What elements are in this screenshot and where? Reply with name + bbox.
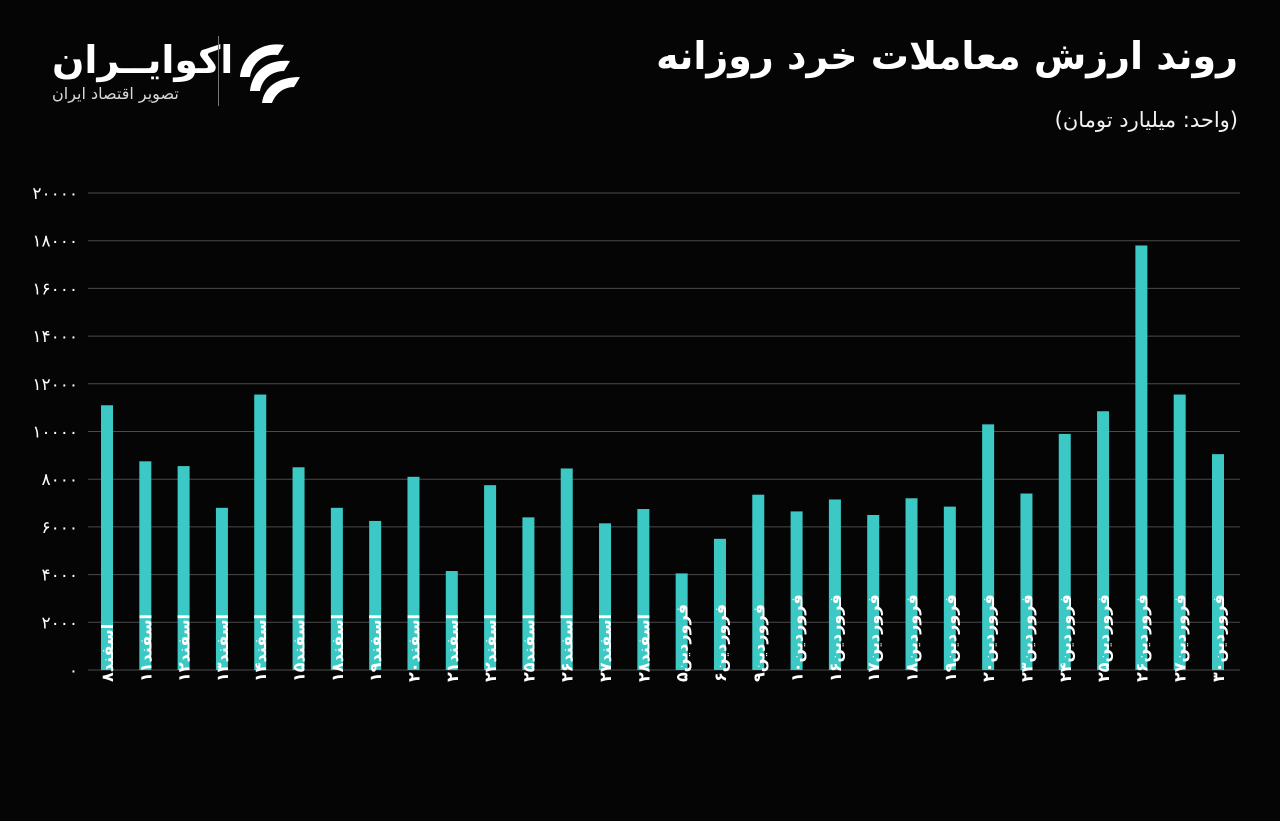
x-tick-label: اسفند۱۳ <box>213 614 232 682</box>
bar <box>254 394 267 670</box>
bar <box>101 405 113 670</box>
bar <box>292 467 305 670</box>
y-tick-label: ۴۰۰۰ <box>41 566 78 586</box>
bar <box>1058 433 1071 670</box>
bar <box>215 507 228 670</box>
y-tick-label: ۶۰۰۰ <box>41 518 78 538</box>
x-tick-label: اسفند۲۰ <box>404 614 423 682</box>
x-tick-label: اسفند۱۴ <box>251 614 270 682</box>
ecoiran-logo-icon <box>240 44 300 103</box>
bar <box>982 424 995 670</box>
x-tick-label: اسفند۸ <box>98 624 117 682</box>
x-tick-label: اسفند۲۷ <box>596 614 615 682</box>
y-tick-label: ۱۶۰۰۰ <box>32 279 78 299</box>
bar <box>407 476 420 670</box>
y-tick-label: ۱۲۰۰۰ <box>32 375 78 395</box>
y-tick-label: ۱۸۰۰۰ <box>32 232 78 252</box>
page-title: روند ارزش معاملات خرد روزانه <box>656 34 1238 78</box>
y-tick-label: ۲۰۰۰ <box>41 613 78 633</box>
bar <box>828 499 841 670</box>
bar <box>713 538 726 670</box>
bar <box>522 517 535 670</box>
brand-divider <box>218 36 219 106</box>
bar <box>867 514 880 670</box>
x-tick-label: فروردین۳۰ <box>1209 594 1228 682</box>
bars <box>101 245 1224 670</box>
x-tick-label: اسفند۱۹ <box>366 614 385 682</box>
x-tick-label: اسفند۱۲ <box>175 614 194 682</box>
bar <box>445 571 458 670</box>
bar <box>1212 454 1224 670</box>
bar <box>484 485 497 670</box>
x-tick-label: فروردین۱۶ <box>826 594 845 682</box>
x-tick-label: فروردین۱۹ <box>941 594 960 682</box>
bar <box>1097 411 1110 670</box>
x-tick-label: اسفند۲۶ <box>558 614 577 682</box>
bar <box>790 511 803 670</box>
x-tick-label: اسفند۲۵ <box>519 614 538 682</box>
y-axis-ticks: ۰ ۲۰۰۰ ۴۰۰۰ ۶۰۰۰ ۸۰۰۰ ۱۰۰۰۰ ۱۲۰۰۰ ۱۴۰۰۰ ۱۶۰۰۰ ۱۸۰… <box>32 184 78 681</box>
x-tick-label: فروردین۱۷ <box>864 594 883 682</box>
x-tick-label: اسفند۱۵ <box>290 614 309 682</box>
bar <box>675 573 688 670</box>
x-tick-label: اسفند۱۱ <box>136 614 155 682</box>
x-tick-label: فروردین۲۳ <box>1017 594 1036 682</box>
x-tick-label: اسفند۲۱ <box>443 614 462 682</box>
x-tick-label: فروردین۲۰ <box>979 594 998 682</box>
x-tick-label: فروردین۲۴ <box>1056 594 1075 682</box>
bar <box>599 523 612 670</box>
bar <box>637 509 650 670</box>
bar <box>139 461 152 670</box>
y-tick-label: ۱۴۰۰۰ <box>32 327 78 347</box>
x-tick-label: اسفند۲۸ <box>634 614 653 682</box>
y-tick-label: ۸۰۰۰ <box>41 470 78 490</box>
unit-subtitle: (واحد: میلیارد تومان) <box>1054 108 1238 132</box>
bar <box>369 520 382 670</box>
grid-lines <box>88 192 1240 671</box>
y-tick-label: ۰ <box>69 661 78 681</box>
bar <box>943 506 956 670</box>
x-tick-label: فروردین۲۶ <box>1132 594 1151 682</box>
x-tick-label: اسفند۱۸ <box>328 614 347 682</box>
x-tick-label: فروردین۱۰ <box>788 594 807 682</box>
x-tick-label: فروردین۱۸ <box>903 594 922 682</box>
bar <box>1020 493 1033 670</box>
bar <box>905 498 918 670</box>
x-tick-label: فروردین۵ <box>673 604 692 682</box>
x-tick-label: فروردین۲۷ <box>1171 594 1190 682</box>
y-tick-label: ۲۰۰۰۰ <box>32 184 78 204</box>
bar <box>177 466 190 670</box>
x-axis-ticks: اسفند۸ اسفند۱۱ اسفند۱۲ اسفند۱۳ اسفند۱۴ اسفند۱… <box>98 594 1228 682</box>
x-tick-label: فروردین۲۵ <box>1094 594 1113 682</box>
y-tick-label: ۱۰۰۰۰ <box>32 423 78 443</box>
bar <box>1173 394 1186 670</box>
brand-tagline: تصویر اقتصاد ایران <box>52 84 179 103</box>
x-tick-label: فروردین۹ <box>749 604 768 682</box>
bar <box>1135 245 1148 670</box>
bar <box>330 507 343 670</box>
bar <box>752 494 765 670</box>
x-tick-label: فروردین۶ <box>711 604 730 682</box>
x-tick-label: اسفند۲۲ <box>481 614 500 682</box>
bar <box>560 468 573 670</box>
brand-name: اکوایــران <box>52 38 234 82</box>
